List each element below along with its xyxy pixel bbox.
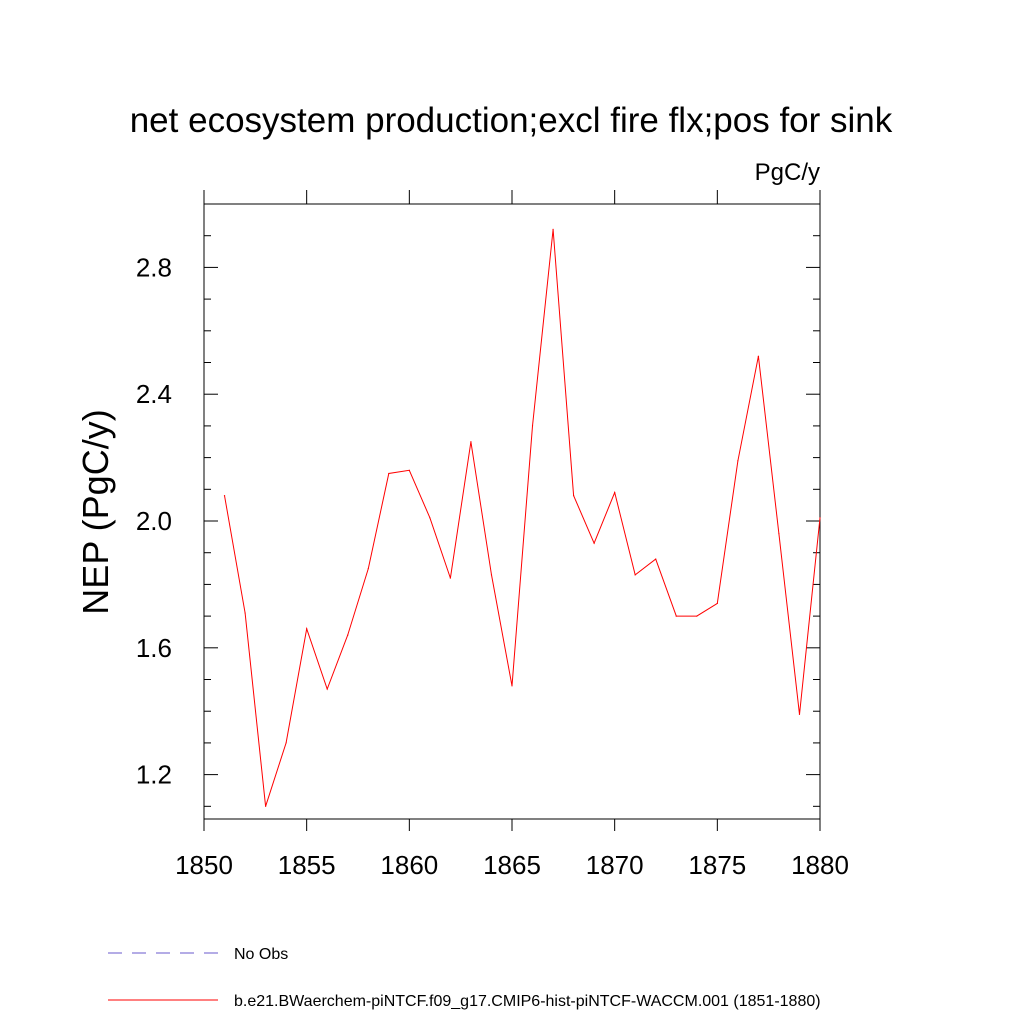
data-point — [798, 713, 801, 715]
data-point — [531, 425, 534, 427]
data-point — [552, 228, 554, 230]
data-point — [285, 742, 287, 744]
data-point — [614, 491, 616, 494]
data-point — [265, 805, 267, 807]
data-point — [367, 567, 369, 570]
data-point — [819, 517, 821, 519]
plot-frame — [203, 203, 821, 820]
data-point — [326, 688, 328, 690]
data-point — [634, 574, 636, 576]
data-point — [429, 517, 431, 519]
data-point — [470, 441, 472, 443]
x-tick-label: 1870 — [586, 850, 644, 880]
data-point — [347, 634, 349, 636]
data-point — [716, 602, 718, 605]
y-tick-label: 2.8 — [136, 252, 172, 282]
data-point — [490, 574, 493, 576]
x-tick-label: 1850 — [175, 850, 233, 880]
legend-label-no-obs: No Obs — [234, 946, 288, 963]
data-point — [655, 558, 657, 560]
y-tick-label: 2.4 — [136, 379, 172, 409]
plot-area — [203, 203, 821, 820]
y-axis: 1.2 1.6 2.0 2.4 2.8 — [136, 235, 820, 807]
y-tick-label: 1.6 — [136, 633, 172, 663]
legend: No Obs b.e21.BWaerchem-piNTCF.f09_g17.CM… — [108, 946, 821, 1010]
data-point — [388, 472, 390, 475]
data-point — [778, 533, 780, 535]
series-layer — [223, 228, 821, 807]
data-point — [675, 615, 677, 617]
series-line — [224, 229, 821, 807]
legend-label-model-run: b.e21.BWaerchem-piNTCF.f09_g17.CMIP6-his… — [234, 993, 821, 1010]
data-point — [511, 685, 513, 687]
data-point — [223, 495, 226, 497]
x-axis: 1850 1855 1860 1865 1870 1875 1880 — [175, 190, 849, 880]
x-tick-label: 1875 — [688, 850, 746, 880]
y-tick-label: 2.0 — [136, 506, 172, 536]
y-tick-label: 1.2 — [136, 760, 172, 790]
x-tick-label: 1855 — [278, 850, 336, 880]
data-point — [737, 460, 739, 462]
x-tick-label: 1865 — [483, 850, 541, 880]
x-tick-label: 1880 — [791, 850, 849, 880]
data-point — [449, 577, 451, 579]
units-label: PgC/y — [755, 159, 820, 186]
chart-title: net ecosystem production;excl fire flx;p… — [130, 101, 893, 140]
data-point — [306, 628, 308, 630]
data-point — [573, 495, 575, 497]
y-axis-label: NEP (PgC/y) — [75, 409, 116, 614]
data-point — [757, 355, 760, 357]
data-point — [244, 612, 246, 614]
data-point — [593, 542, 595, 544]
data-point — [696, 615, 698, 617]
data-point — [408, 469, 410, 471]
x-tick-label: 1860 — [380, 850, 438, 880]
